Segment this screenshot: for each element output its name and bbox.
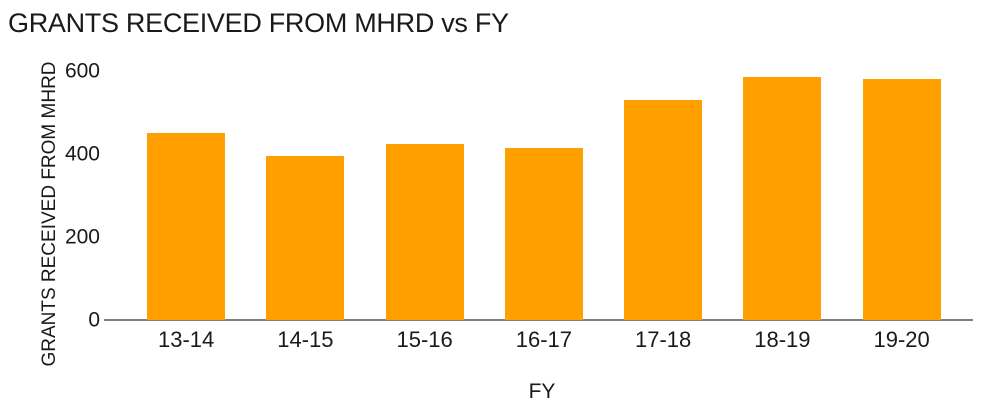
bar-17-18: [624, 100, 703, 320]
x-axis-title: FY: [528, 380, 556, 403]
x-tick-label: 15-16: [396, 327, 453, 352]
y-tick-label: 600: [64, 59, 100, 83]
x-tick-label: 18-19: [754, 327, 811, 352]
bar-18-19: [743, 77, 822, 320]
x-tick-label: 17-18: [634, 327, 692, 352]
x-tick-label: 19-20: [873, 327, 930, 352]
bar-13-14: [147, 133, 226, 320]
y-tick-label: 0: [88, 308, 100, 332]
y-tick-label: 200: [64, 225, 100, 249]
x-axis-line: [104, 319, 973, 321]
chart-title: GRANTS RECEIVED FROM MHRD vs FY: [8, 8, 509, 38]
bar-15-16: [385, 143, 464, 320]
bar-14-15: [266, 156, 345, 320]
bar-16-17: [504, 147, 583, 320]
y-tick-label: 400: [64, 142, 100, 166]
y-axis-title: GRANTS RECEIVED FROM MHRD: [39, 61, 60, 367]
x-tick-label: 14-15: [277, 327, 334, 352]
bar-19-20: [862, 79, 941, 320]
x-tick-label: 16-17: [515, 327, 573, 352]
x-tick-label: 13-14: [157, 327, 215, 352]
